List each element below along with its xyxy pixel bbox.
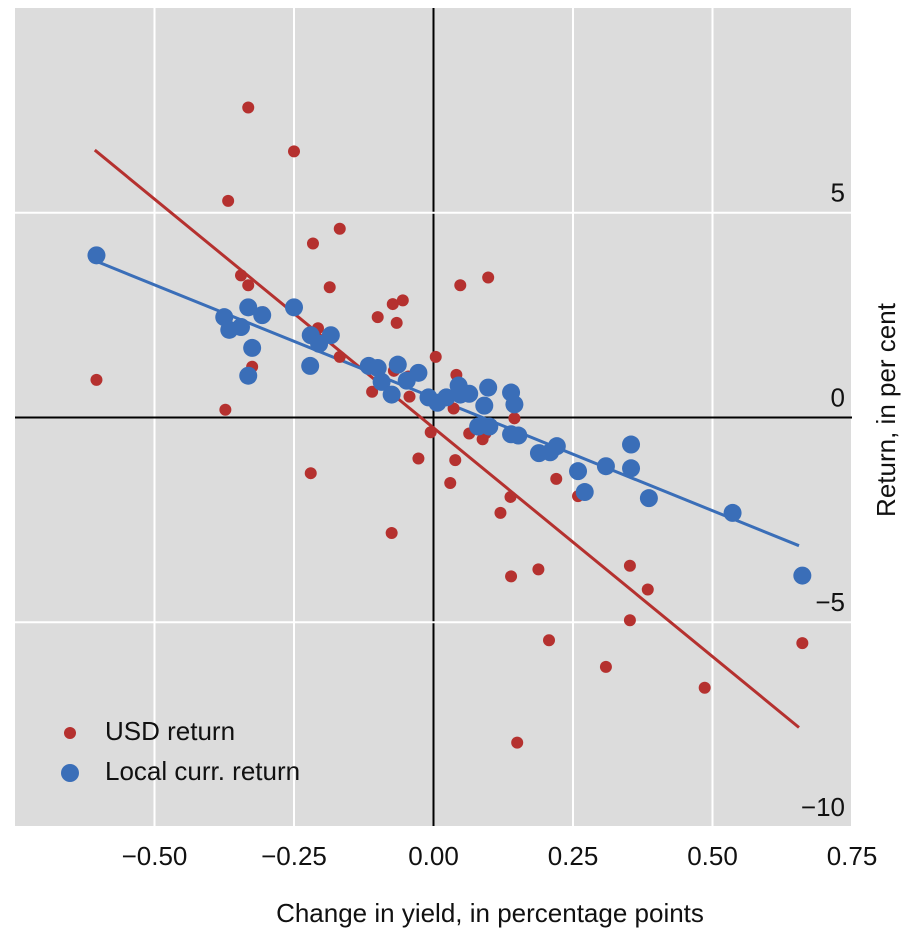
x-tick-label: 0.50 <box>687 841 738 871</box>
legend-label: USD return <box>105 716 235 746</box>
point <box>412 452 425 465</box>
point <box>323 281 336 294</box>
point <box>239 298 258 317</box>
point <box>429 350 442 363</box>
point <box>253 306 272 325</box>
point <box>596 457 615 476</box>
point <box>388 355 407 374</box>
point <box>239 366 258 385</box>
point <box>698 681 711 694</box>
point <box>424 426 437 439</box>
point <box>482 271 495 284</box>
point <box>475 396 494 415</box>
point <box>437 388 456 407</box>
point <box>796 637 809 650</box>
y-tick-label: 0 <box>831 382 845 412</box>
point <box>494 506 507 519</box>
x-tick-label: −0.50 <box>122 841 188 871</box>
x-tick-label: −0.25 <box>261 841 327 871</box>
point <box>479 378 498 397</box>
point <box>231 318 250 337</box>
point <box>288 145 300 158</box>
trend-line <box>93 148 800 729</box>
point <box>301 356 320 375</box>
point <box>623 614 636 627</box>
point <box>575 483 594 502</box>
point <box>622 435 641 454</box>
y-tick-label: −5 <box>815 587 845 617</box>
point <box>793 566 812 585</box>
point <box>219 403 232 416</box>
point <box>511 736 524 749</box>
y-axis-label: Return, in per cent <box>871 302 901 517</box>
point <box>508 412 521 425</box>
x-axis-label: Change in yield, in percentage points <box>276 898 704 928</box>
point <box>87 246 106 265</box>
point <box>304 467 317 480</box>
point <box>390 316 403 329</box>
point <box>366 385 379 398</box>
point <box>641 583 654 596</box>
point <box>368 358 387 377</box>
x-tick-label: 0.75 <box>827 841 878 871</box>
point <box>243 338 262 357</box>
point <box>385 526 398 539</box>
point <box>333 222 346 235</box>
point <box>505 395 524 414</box>
point <box>550 472 563 485</box>
point <box>242 279 255 292</box>
point <box>509 426 528 445</box>
point <box>382 385 401 404</box>
point <box>532 563 545 576</box>
point <box>449 454 462 467</box>
point <box>234 269 247 282</box>
point <box>409 363 428 382</box>
legend-marker <box>61 764 79 782</box>
point <box>460 384 479 403</box>
point <box>372 372 391 391</box>
y-tick-label: −10 <box>801 792 845 822</box>
legend-marker <box>64 727 76 739</box>
point <box>480 417 499 436</box>
point <box>543 634 556 647</box>
point <box>222 194 235 207</box>
point <box>504 490 517 503</box>
point <box>386 298 399 311</box>
point <box>505 570 518 583</box>
point <box>547 437 566 456</box>
point <box>285 298 303 317</box>
legend-label: Local curr. return <box>105 756 300 786</box>
y-tick-label: 5 <box>831 178 845 208</box>
point <box>333 350 346 363</box>
point <box>396 294 409 307</box>
point <box>403 390 416 403</box>
point <box>639 489 658 508</box>
x-tick-label: 0.25 <box>548 841 599 871</box>
point <box>242 101 255 114</box>
point <box>599 660 612 673</box>
point <box>371 311 384 324</box>
point <box>444 477 457 490</box>
point <box>723 503 742 522</box>
point <box>447 402 460 415</box>
point <box>622 459 641 478</box>
point <box>569 462 588 481</box>
point <box>454 279 467 292</box>
point <box>321 326 340 345</box>
point <box>623 559 636 572</box>
point <box>306 237 319 250</box>
point <box>90 373 103 386</box>
x-tick-label: 0.00 <box>408 841 459 871</box>
